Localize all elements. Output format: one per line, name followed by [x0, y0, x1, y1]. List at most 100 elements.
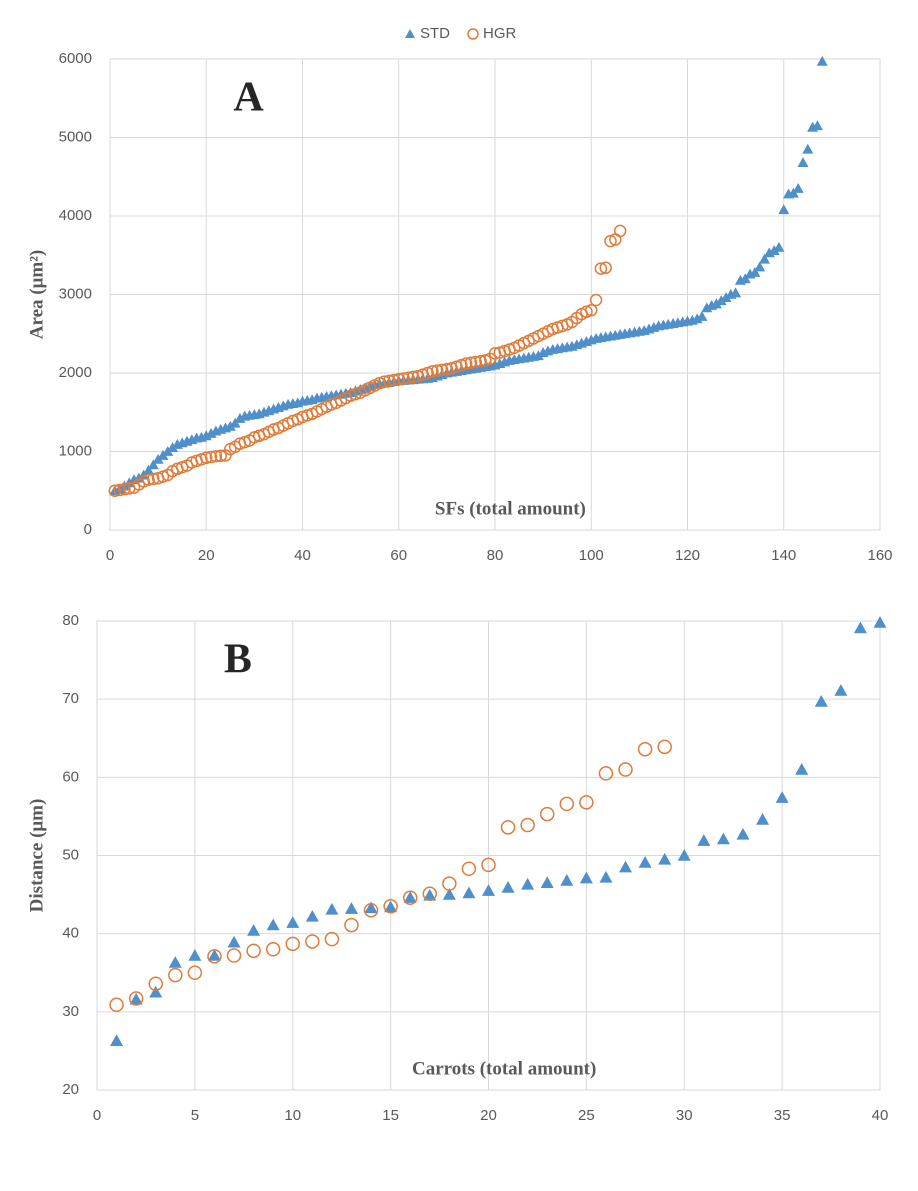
point	[442, 888, 456, 900]
point	[539, 806, 555, 822]
point	[384, 900, 398, 913]
point	[168, 956, 182, 968]
point	[658, 852, 672, 865]
point	[423, 888, 437, 901]
point	[464, 356, 478, 370]
x-tick-label: 160	[867, 547, 892, 564]
y-tick-label: 5000	[59, 128, 92, 145]
legend-label: HGR	[483, 25, 517, 42]
y-tick-label: 6000	[59, 50, 92, 67]
point	[594, 262, 608, 275]
y-tick-label: 30	[62, 1003, 79, 1020]
point	[589, 293, 603, 307]
point	[461, 861, 477, 877]
point	[382, 374, 396, 388]
point	[402, 890, 418, 905]
panel-label: A	[233, 75, 264, 121]
point	[853, 621, 867, 634]
point	[559, 796, 575, 812]
point	[227, 935, 241, 948]
point	[110, 1034, 124, 1046]
point	[285, 936, 300, 952]
y-tick-label: 4000	[59, 207, 92, 224]
point	[148, 976, 163, 991]
point	[759, 253, 770, 264]
point	[187, 965, 203, 980]
point	[778, 204, 790, 215]
x-tick-label: 80	[487, 547, 504, 564]
point	[638, 856, 652, 868]
point	[599, 870, 613, 883]
point	[469, 355, 482, 369]
point	[797, 157, 809, 168]
point	[113, 483, 126, 497]
point	[325, 902, 339, 915]
point	[730, 287, 742, 298]
point	[599, 261, 612, 275]
point	[204, 450, 218, 464]
point	[462, 886, 476, 899]
x-tick-label: 100	[579, 547, 604, 564]
point	[397, 372, 410, 385]
point	[579, 795, 594, 810]
point	[207, 949, 221, 961]
legend-marker	[467, 28, 479, 40]
point	[406, 370, 420, 384]
point	[403, 891, 417, 903]
point	[482, 884, 495, 896]
point	[442, 876, 457, 891]
point	[422, 886, 438, 902]
point	[488, 347, 502, 360]
point	[143, 464, 154, 475]
point	[873, 616, 887, 628]
y-tick-label: 50	[62, 846, 79, 863]
point	[364, 901, 378, 914]
point	[344, 902, 358, 914]
point	[657, 739, 672, 755]
point	[118, 482, 131, 496]
y-tick-label: 80	[62, 612, 79, 629]
x-tick-label: 60	[390, 547, 407, 564]
point	[560, 874, 574, 886]
point	[265, 942, 281, 957]
point	[710, 298, 722, 309]
y-axis-title: Distance (μm)	[26, 799, 47, 913]
panel-label: B	[224, 637, 252, 683]
x-tick-label: 0	[93, 1107, 101, 1124]
point	[792, 183, 804, 193]
y-tick-label: 70	[62, 690, 79, 707]
point	[440, 362, 454, 376]
point	[344, 917, 359, 933]
point	[768, 245, 780, 255]
x-tick-label: 120	[675, 547, 700, 564]
point	[200, 451, 213, 465]
x-tick-label: 30	[676, 1107, 693, 1124]
point	[598, 766, 614, 781]
point	[226, 948, 242, 963]
point	[109, 997, 124, 1013]
y-tick-label: 20	[62, 1081, 79, 1098]
x-tick-label: 40	[294, 547, 311, 564]
point	[540, 876, 554, 889]
point	[305, 934, 320, 949]
x-tick-label: 140	[771, 547, 796, 564]
point	[585, 303, 598, 317]
point	[378, 375, 391, 388]
point	[167, 442, 179, 452]
point	[720, 292, 732, 303]
point	[715, 295, 727, 306]
point	[814, 695, 828, 707]
x-tick-label: 20	[480, 1107, 497, 1124]
point	[108, 484, 122, 497]
point	[501, 881, 515, 893]
point	[795, 763, 809, 775]
point	[209, 449, 223, 463]
point	[435, 363, 449, 377]
point	[383, 899, 398, 914]
x-tick-label: 20	[198, 547, 215, 564]
point	[392, 373, 405, 386]
point	[207, 949, 222, 964]
point	[129, 992, 143, 1005]
point	[286, 916, 300, 928]
